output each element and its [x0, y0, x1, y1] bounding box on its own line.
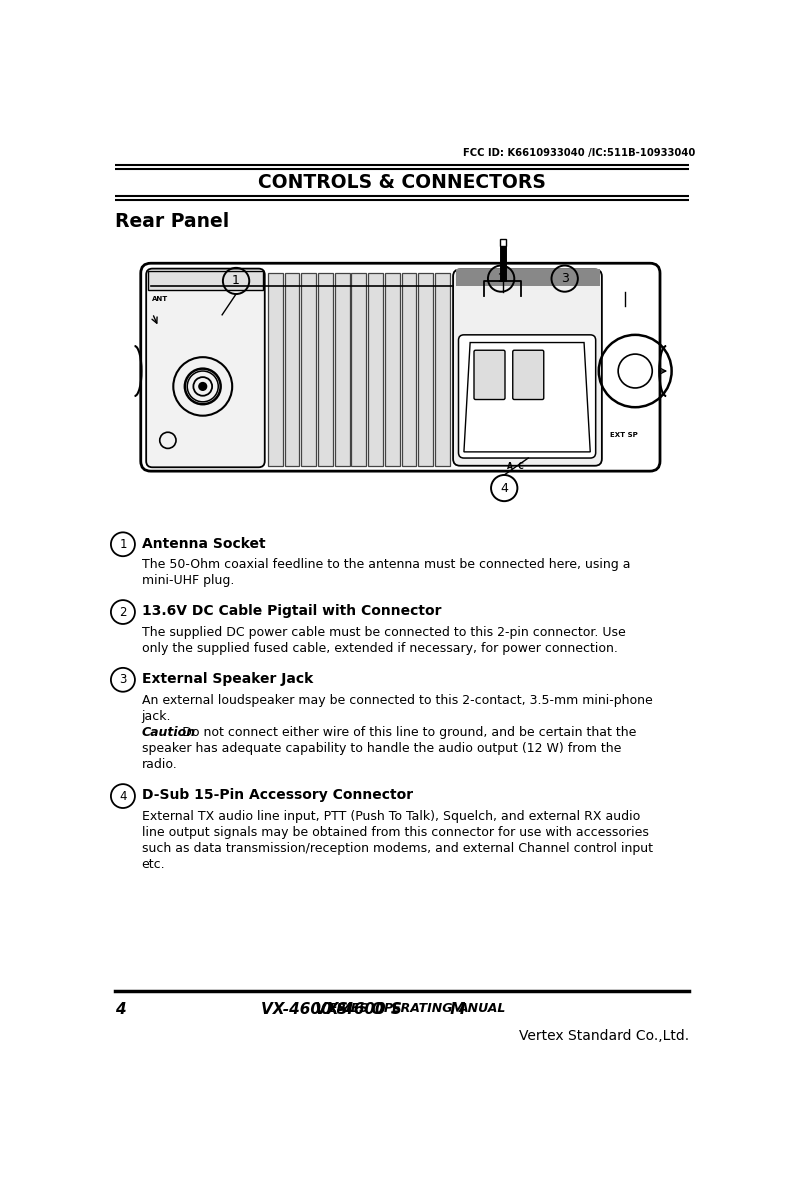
Bar	[368, 273, 383, 465]
FancyBboxPatch shape	[455, 294, 485, 318]
Bar	[418, 273, 433, 465]
Text: The 50-Ohm coaxial feedline to the antenna must be connected here, using a: The 50-Ohm coaxial feedline to the anten…	[141, 559, 630, 571]
Bar	[402, 273, 416, 465]
FancyBboxPatch shape	[513, 350, 544, 399]
Text: VX-4600 S: VX-4600 S	[261, 1002, 348, 1018]
Text: 1: 1	[232, 275, 240, 288]
Text: speaker has adequate capability to handle the audio output (12 W) from the: speaker has adequate capability to handl…	[141, 742, 621, 755]
Bar	[268, 273, 283, 465]
Text: ANT: ANT	[152, 296, 169, 302]
Text: Antenna Socket: Antenna Socket	[141, 537, 265, 550]
Text: 4: 4	[500, 482, 508, 494]
Text: VX-4600 S: VX-4600 S	[315, 1002, 402, 1018]
Text: 3: 3	[560, 272, 568, 285]
Text: 4: 4	[119, 790, 126, 802]
Text: CONTROLS & CONNECTORS: CONTROLS & CONNECTORS	[258, 174, 546, 192]
Text: : Do not connect either wire of this line to ground, and be certain that the: : Do not connect either wire of this lin…	[174, 727, 637, 739]
Bar	[352, 273, 367, 465]
Text: 2: 2	[497, 272, 505, 285]
Text: Vertex Standard Co.,Ltd.: Vertex Standard Co.,Ltd.	[520, 1030, 689, 1043]
Text: jack.: jack.	[141, 710, 171, 723]
Text: The supplied DC power cable must be connected to this 2-pin connector. Use: The supplied DC power cable must be conn…	[141, 626, 626, 639]
Text: O: O	[366, 1002, 384, 1018]
Text: line output signals may be obtained from this connector for use with accessories: line output signals may be obtained from…	[141, 826, 648, 839]
Circle shape	[199, 382, 206, 391]
FancyBboxPatch shape	[458, 335, 596, 458]
Text: D-Sub 15-Pin Accessory Connector: D-Sub 15-Pin Accessory Connector	[141, 789, 413, 802]
Bar	[456, 270, 601, 287]
FancyBboxPatch shape	[453, 270, 602, 465]
Bar	[385, 273, 400, 465]
Text: ERIES: ERIES	[329, 1002, 369, 1016]
Bar	[499, 240, 506, 246]
Text: 13.6V DC Cable Pigtail with Connector: 13.6V DC Cable Pigtail with Connector	[141, 604, 441, 619]
Text: radio.: radio.	[141, 758, 177, 771]
Bar	[334, 273, 349, 465]
Text: 4: 4	[115, 1002, 126, 1018]
Bar	[318, 273, 333, 465]
Text: 3: 3	[119, 674, 126, 686]
FancyBboxPatch shape	[474, 350, 505, 399]
Text: M: M	[445, 1002, 466, 1018]
FancyBboxPatch shape	[146, 269, 265, 468]
Text: External Speaker Jack: External Speaker Jack	[141, 673, 312, 686]
Text: only the supplied fused cable, extended if necessary, for power connection.: only the supplied fused cable, extended …	[141, 643, 617, 655]
Text: 2: 2	[119, 605, 126, 619]
FancyBboxPatch shape	[141, 264, 660, 471]
Bar	[148, 271, 263, 290]
Text: An external loudspeaker may be connected to this 2-contact, 3.5-mm mini-phone: An external loudspeaker may be connected…	[141, 694, 652, 706]
Text: EXT SP: EXT SP	[610, 432, 637, 438]
Bar	[435, 273, 450, 465]
Text: mini-UHF plug.: mini-UHF plug.	[141, 574, 234, 588]
Text: A  C: A C	[506, 462, 524, 471]
Text: Caution: Caution	[141, 727, 195, 739]
Text: PERATING: PERATING	[383, 1002, 453, 1016]
Text: 1: 1	[119, 538, 126, 550]
Text: such as data transmission/reception modems, and external Channel control input: such as data transmission/reception mode…	[141, 842, 652, 855]
Text: etc.: etc.	[141, 858, 165, 872]
Bar	[285, 273, 299, 465]
Circle shape	[199, 384, 206, 390]
Text: Rear Panel: Rear Panel	[115, 212, 229, 230]
Text: FCC ID: K6610933040 /IC:511B-10933040: FCC ID: K6610933040 /IC:511B-10933040	[462, 147, 695, 158]
Bar	[301, 273, 316, 465]
Text: ANUAL: ANUAL	[459, 1002, 506, 1016]
Text: External TX audio line input, PTT (Push To Talk), Squelch, and external RX audio: External TX audio line input, PTT (Push …	[141, 811, 640, 823]
